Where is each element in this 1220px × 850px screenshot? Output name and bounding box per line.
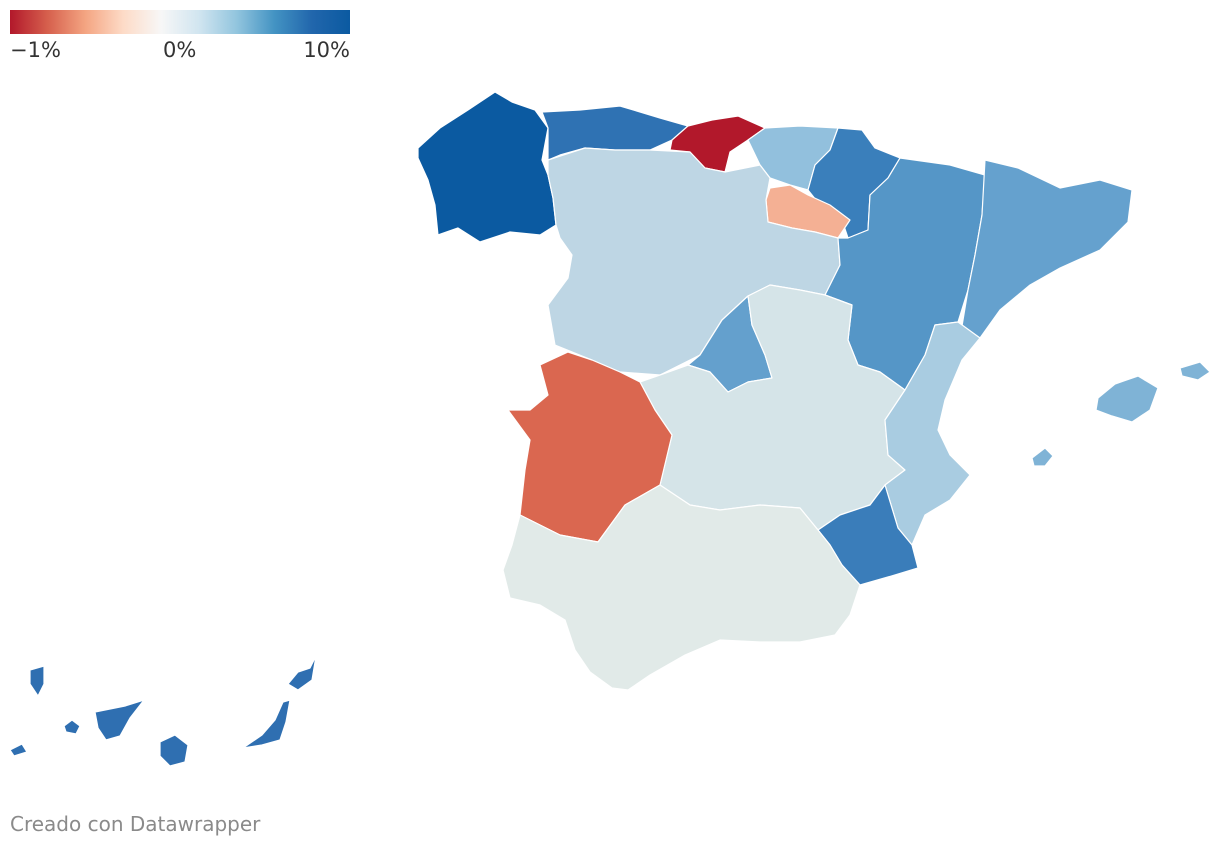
region-cantabria[interactable]	[669, 115, 766, 173]
region-cataluna[interactable]	[961, 159, 1133, 339]
legend-gradient-bar	[10, 10, 350, 34]
footer-credit: Creado con Datawrapper	[10, 812, 261, 836]
region-canarias[interactable]	[9, 655, 317, 767]
legend-labels: −1% 0% 10%	[10, 38, 350, 66]
region-galicia[interactable]	[417, 91, 557, 243]
legend-tick-mid: 0%	[163, 38, 197, 62]
color-legend: −1% 0% 10%	[10, 10, 350, 66]
legend-tick-max: 10%	[303, 38, 350, 62]
region-islas-baleares[interactable]	[1031, 361, 1211, 467]
region-andalucia[interactable]	[502, 484, 861, 691]
region-comunidad-valenciana[interactable]	[884, 321, 981, 546]
region-murcia[interactable]	[817, 484, 919, 586]
legend-tick-min: −1%	[10, 38, 61, 62]
